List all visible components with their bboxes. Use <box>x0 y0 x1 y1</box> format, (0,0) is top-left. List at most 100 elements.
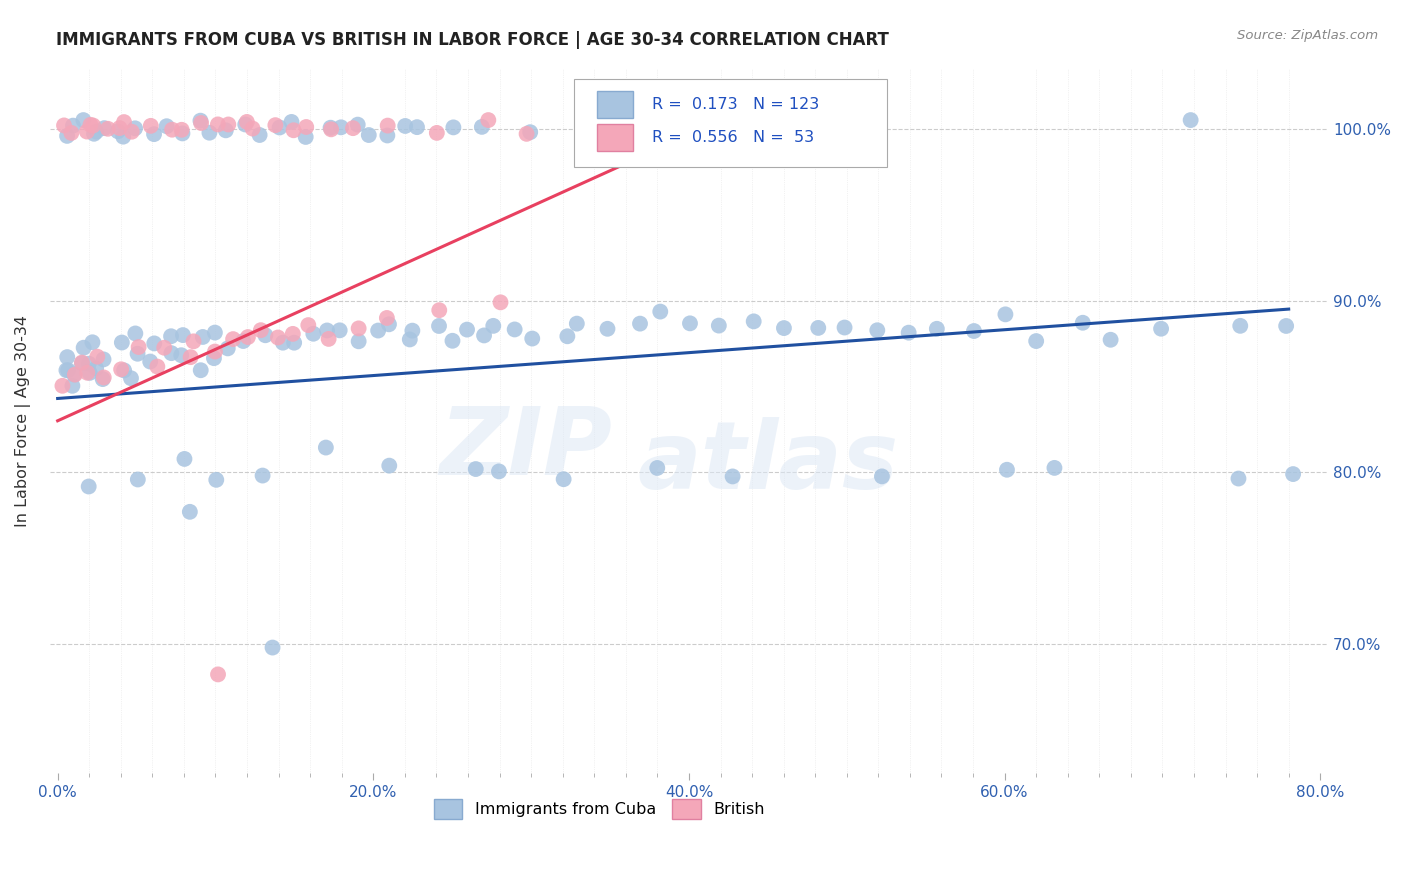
Point <box>252 468 274 483</box>
Point <box>204 344 226 359</box>
Point <box>294 130 316 145</box>
Point <box>477 113 499 128</box>
Point <box>401 324 423 338</box>
Text: ZIP: ZIP <box>439 403 612 495</box>
Point <box>172 328 194 343</box>
Point <box>91 372 114 386</box>
Point <box>378 318 401 332</box>
FancyBboxPatch shape <box>574 79 887 167</box>
Point <box>233 118 256 132</box>
Point <box>807 321 830 335</box>
Point <box>267 330 290 344</box>
Point <box>207 667 229 681</box>
Point <box>156 120 179 134</box>
Point <box>1229 318 1251 333</box>
Point <box>375 310 398 325</box>
Point <box>330 120 353 135</box>
Point <box>647 116 669 130</box>
Point <box>82 335 104 350</box>
Point <box>55 363 77 377</box>
Point <box>398 333 420 347</box>
Point <box>742 314 765 328</box>
Point <box>202 351 225 366</box>
Point <box>112 363 135 377</box>
Point <box>190 363 212 377</box>
Point <box>236 115 259 129</box>
Point <box>262 640 284 655</box>
Point <box>650 304 672 318</box>
Point <box>160 122 183 136</box>
Point <box>198 126 221 140</box>
Point <box>628 317 651 331</box>
Point <box>963 324 986 338</box>
Point <box>346 118 368 132</box>
Point <box>553 472 575 486</box>
Point <box>679 316 702 330</box>
Point <box>217 342 239 356</box>
Point <box>183 334 205 349</box>
Text: R =  0.556   N =  53: R = 0.556 N = 53 <box>652 130 814 145</box>
Point <box>519 125 541 139</box>
Point <box>217 118 239 132</box>
Point <box>280 115 302 129</box>
Point <box>522 332 544 346</box>
Point <box>53 119 76 133</box>
Point <box>377 119 399 133</box>
Point <box>319 122 342 136</box>
Point <box>83 127 105 141</box>
Point <box>271 335 294 350</box>
Point <box>170 123 193 137</box>
Point <box>406 120 429 135</box>
Point <box>242 121 264 136</box>
Point <box>127 347 149 361</box>
Point <box>283 335 305 350</box>
Point <box>112 129 135 144</box>
Point <box>236 330 259 344</box>
Point <box>1180 113 1202 128</box>
FancyBboxPatch shape <box>598 91 633 118</box>
Point <box>120 371 142 385</box>
Point <box>472 328 495 343</box>
Point <box>596 322 619 336</box>
Point <box>160 329 183 343</box>
Point <box>316 323 339 337</box>
Point <box>1275 318 1298 333</box>
Point <box>1282 467 1305 481</box>
Point <box>108 121 131 136</box>
Point <box>93 352 115 367</box>
Point <box>170 348 193 362</box>
Point <box>995 463 1018 477</box>
Point <box>709 125 731 139</box>
Point <box>56 128 79 143</box>
Point <box>441 120 464 135</box>
Point <box>190 116 212 130</box>
Point <box>994 307 1017 321</box>
Point <box>254 328 277 343</box>
Point <box>482 318 505 333</box>
Point <box>128 340 150 354</box>
Text: IMMIGRANTS FROM CUBA VS BRITISH IN LABOR FORCE | AGE 30-34 CORRELATION CHART: IMMIGRANTS FROM CUBA VS BRITISH IN LABOR… <box>56 31 889 49</box>
Point <box>503 322 526 336</box>
Point <box>281 326 304 341</box>
Point <box>232 334 254 348</box>
Point <box>329 323 352 337</box>
Point <box>488 464 510 478</box>
Point <box>93 370 115 384</box>
FancyBboxPatch shape <box>598 124 633 151</box>
Point <box>215 123 238 137</box>
Point <box>124 326 146 341</box>
Point <box>62 119 84 133</box>
Point <box>427 318 450 333</box>
Point <box>707 318 730 333</box>
Point <box>557 329 579 343</box>
Point <box>93 121 115 136</box>
Point <box>77 479 100 493</box>
Point <box>51 378 73 392</box>
Point <box>1099 333 1122 347</box>
Point <box>84 361 107 376</box>
Point <box>426 126 449 140</box>
Text: R =  0.173   N = 123: R = 0.173 N = 123 <box>652 97 820 112</box>
Point <box>60 379 83 393</box>
Point <box>139 354 162 368</box>
Point <box>205 473 228 487</box>
